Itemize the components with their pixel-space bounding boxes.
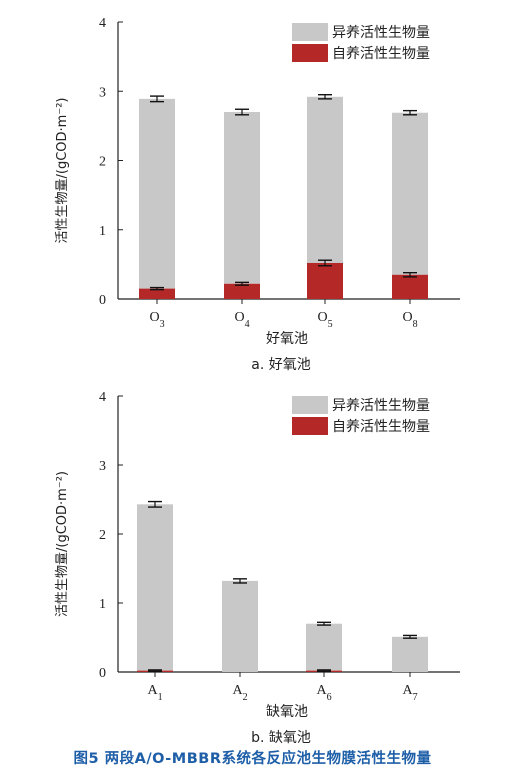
panel-a-category-label: O5 xyxy=(317,310,332,330)
panel-a-y-tick-label: 0 xyxy=(99,293,106,308)
panel-a-y-tick-label: 4 xyxy=(99,16,106,31)
panel-a-legend-label: 自养活性生物量 xyxy=(332,46,430,62)
panel-b-x-axis-title: 缺氧池 xyxy=(266,704,308,720)
panel-b-bar-heterotrophic xyxy=(306,623,342,671)
panel-b-category-label: A6 xyxy=(316,683,331,703)
panel-b-bar-heterotrophic xyxy=(222,580,258,672)
panel-b-subplot-label: b. 缺氧池 xyxy=(251,730,311,746)
panel-a-category-label: O3 xyxy=(149,310,164,330)
panel-a-legend-swatch xyxy=(292,23,328,41)
panel-a-y-tick-label: 1 xyxy=(99,224,106,239)
figure-caption: 图5 两段A/O-MBBR系统各反应池生物膜活性生物量 xyxy=(73,751,432,767)
panel-a-legend-label: 异养活性生物量 xyxy=(332,25,430,41)
panel-b-category-label: A7 xyxy=(402,683,417,703)
panel-a-x-axis-title: 好氧池 xyxy=(266,331,308,347)
panel-b-legend-label: 异养活性生物量 xyxy=(332,398,430,414)
panel-a-bar-heterotrophic xyxy=(307,96,343,263)
panel-b-y-tick-label: 2 xyxy=(99,528,106,543)
panel-b-y-tick-label: 0 xyxy=(99,666,106,681)
panel-b-bar-heterotrophic xyxy=(392,636,428,672)
panel-a-bar-heterotrophic xyxy=(224,112,260,284)
panel-a-legend-swatch xyxy=(292,44,328,62)
panel-a-bar-autotrophic xyxy=(224,283,260,299)
panel-b-category-label: A1 xyxy=(147,683,162,703)
panel-a-y-tick-label: 2 xyxy=(99,155,106,170)
panel-a-y-axis-title: 活性生物量/(gCOD·m⁻²) xyxy=(55,98,70,244)
panel-b-legend-swatch xyxy=(292,417,328,435)
panel-b-legend-label: 自养活性生物量 xyxy=(332,419,430,435)
panel-b-y-axis-title: 活性生物量/(gCOD·m⁻²) xyxy=(55,471,70,617)
panel-a-bar-autotrophic xyxy=(392,274,428,299)
panel-b-bar-heterotrophic xyxy=(137,504,173,671)
panel-a-bar-heterotrophic xyxy=(139,98,175,289)
panel-b-y-tick-label: 4 xyxy=(99,390,106,405)
panel-b-legend-swatch xyxy=(292,396,328,414)
panel-a-y-tick-label: 3 xyxy=(99,85,106,100)
panel-b-y-tick-label: 3 xyxy=(99,459,106,474)
panel-a-bar-heterotrophic xyxy=(392,112,428,275)
panel-b-category-label: A2 xyxy=(232,683,247,703)
panel-a-category-label: O8 xyxy=(402,310,417,330)
panel-a-category-label: O4 xyxy=(234,310,249,330)
panel-a-bar-autotrophic xyxy=(307,262,343,299)
panel-a-bar-autotrophic xyxy=(139,288,175,299)
panel-b-y-tick-label: 1 xyxy=(99,597,106,612)
panel-a-subplot-label: a. 好氧池 xyxy=(251,357,310,373)
